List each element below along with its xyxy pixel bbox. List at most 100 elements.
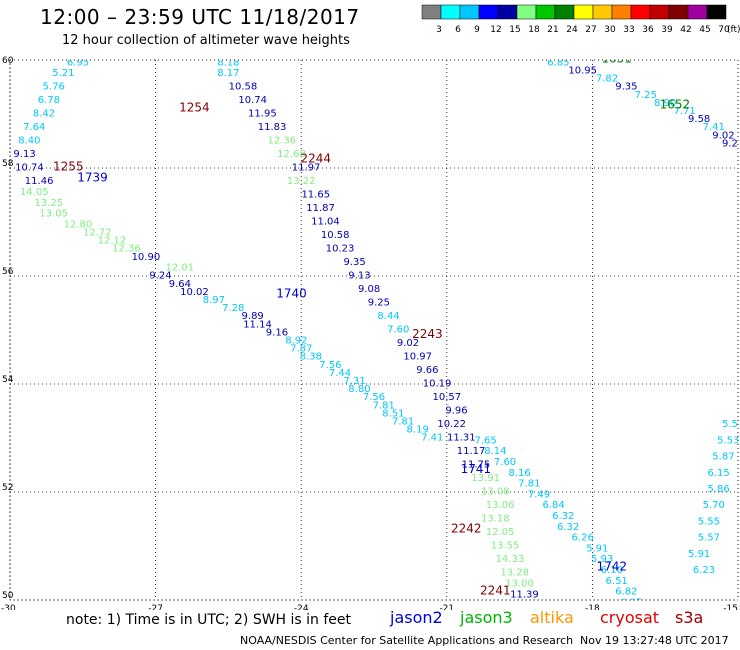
colorbar-label: 21 — [547, 25, 558, 35]
x-tick-label: -30 — [1, 604, 16, 610]
swh-data-label: 8.38 — [300, 352, 322, 363]
swh-data-label: 10.23 — [326, 244, 355, 255]
colorbar-label: 39 — [661, 25, 673, 35]
colorbar-label: 45 — [699, 25, 710, 35]
swh-data-label: 12.72 — [83, 228, 112, 239]
swh-data-label: 10.58 — [229, 82, 258, 93]
pass-time-label: 2241 — [480, 584, 511, 598]
swh-data-label: 10.02 — [180, 287, 209, 298]
swh-data-label: 8.80 — [348, 384, 370, 395]
swh-data-label: 12.80 — [64, 219, 93, 230]
swh-data-label: 7.65 — [474, 435, 496, 446]
swh-data-label: 11.17 — [457, 446, 486, 457]
y-tick-label: 58 — [2, 159, 14, 169]
swh-data-label: 9.35 — [615, 82, 637, 93]
swh-data-label: 11.95 — [248, 109, 277, 120]
swh-data-label: 13.00 — [505, 579, 534, 590]
swh-data-label: 6.82 — [615, 587, 637, 598]
swh-data-label: 7.41 — [703, 122, 725, 133]
swh-data-label: 9.08 — [358, 284, 380, 295]
swh-data-label: 11.87 — [306, 203, 335, 214]
swh-data-label: 6.10 — [601, 565, 623, 576]
swh-data-label: 8.92 — [285, 336, 307, 347]
swh-data-label: 13.22 — [287, 176, 316, 187]
y-tick-label: 60 — [2, 56, 14, 66]
swh-data-label: 6.05 — [620, 597, 642, 608]
pass-time-label: 1742 — [597, 559, 628, 573]
swh-data-label: 9.13 — [13, 149, 35, 160]
swh-data-label: 7.44 — [329, 368, 351, 379]
swh-data-label: 7.31 — [343, 376, 365, 387]
swh-data-label: 9.25 — [368, 298, 390, 309]
colorbar-label: 24 — [566, 25, 578, 35]
swh-data-label: 6.26 — [572, 533, 594, 544]
swh-data-label: 5.93 — [591, 554, 613, 565]
pass-time-label: 1652 — [660, 98, 691, 112]
y-tick-label: 54 — [2, 375, 14, 385]
y-tick-label: 56 — [2, 267, 14, 277]
swh-data-label: 5.86 — [707, 484, 729, 495]
swh-data-label: 12.05 — [486, 527, 515, 538]
swh-data-label: 7.60 — [387, 325, 409, 336]
swh-data-label: 13.91 — [471, 473, 500, 484]
swh-data-label: 10.19 — [423, 379, 452, 390]
swh-data-label: 6.23 — [693, 565, 715, 576]
colorbar-legend: 3 6 9 12 15 18 21 24 27 30 33 36 39 42 45 70(ft) — [421, 4, 740, 35]
legend-s3a: s3a — [675, 608, 704, 627]
legend-altika: altika — [530, 608, 574, 627]
colorbar-unit: (ft) — [727, 25, 740, 35]
colorbar-label: 70 — [718, 25, 730, 35]
swh-data-label: 8.16 — [508, 468, 530, 479]
swh-data-label: 11.04 — [311, 217, 340, 228]
pass-time-label: 1739 — [77, 171, 108, 185]
swh-data-label: 7.81 — [518, 479, 540, 490]
swh-data-label: 9.16 — [266, 327, 288, 338]
swh-data-label: 11.31 — [447, 433, 476, 444]
chart-title: 12:00 – 23:59 UTC 11/18/2017 — [40, 5, 360, 29]
swh-data-label: 12.68 — [277, 149, 306, 160]
colorbar-label: 3 — [436, 25, 442, 35]
swh-data-label: 7.81 — [392, 417, 414, 428]
swh-data-label: 7.60 — [494, 457, 516, 468]
footer-note: note: 1) Time is in UTC; 2) SWH is in fe… — [66, 612, 352, 628]
swh-data-label: 10.22 — [437, 419, 466, 430]
colorbar-label: 18 — [528, 25, 540, 35]
swh-data-label: 10.90 — [132, 252, 161, 263]
wave-height-plot: -30 -27 -24 -21 -18 -15 50 52 54 56 58 60 6.955.21 5.… — [1, 56, 739, 610]
colorbar-label: 9 — [474, 25, 480, 35]
swh-data-label: 9.58 — [688, 114, 710, 125]
colorbar-label: 6 — [455, 25, 461, 35]
x-tick-label: -15 — [723, 604, 738, 610]
swh-data-label: 13.05 — [39, 209, 68, 220]
swh-data-label: 10.74 — [238, 95, 267, 106]
x-tick-label: -18 — [585, 604, 600, 610]
swh-data-label: 12.12 — [98, 236, 127, 247]
swh-data-label: 8.90 — [654, 98, 676, 109]
swh-data-label: 9.66 — [416, 365, 438, 376]
pass-time-label: 2242 — [451, 522, 482, 536]
swh-data-label: 7.87 — [290, 344, 312, 355]
swh-data-label: 9.02 — [712, 130, 734, 141]
swh-data-label: 5.57 — [698, 533, 720, 544]
swh-data-label: 9.96 — [445, 406, 467, 417]
swh-data-label: 6.95 — [67, 57, 89, 68]
legend-jason2: jason2 — [390, 608, 443, 627]
swh-data-label: 14.33 — [496, 554, 525, 565]
colorbar-label: 30 — [604, 25, 616, 35]
swh-data-label: 7.82 — [596, 74, 618, 85]
swh-data-label: 13.25 — [35, 198, 64, 209]
swh-data-label: 9.89 — [242, 311, 264, 322]
swh-data-label: 7.81 — [373, 400, 395, 411]
swh-data-label: 6.84 — [542, 500, 564, 511]
pass-time-label: 1741 — [461, 462, 492, 476]
y-tick-label: 52 — [2, 483, 13, 493]
swh-data-label: 5.87 — [712, 452, 734, 463]
swh-data-label: 8.18 — [217, 57, 239, 68]
swh-data-label: 11.65 — [301, 190, 330, 201]
swh-data-label: 11.75 — [462, 460, 491, 471]
swh-data-label: 8.44 — [377, 311, 399, 322]
swh-data-label: 11.97 — [292, 163, 321, 174]
swh-data-label: 8.14 — [484, 446, 506, 457]
plot-frame — [9, 59, 739, 601]
swh-data-label: 7.56 — [363, 392, 385, 403]
